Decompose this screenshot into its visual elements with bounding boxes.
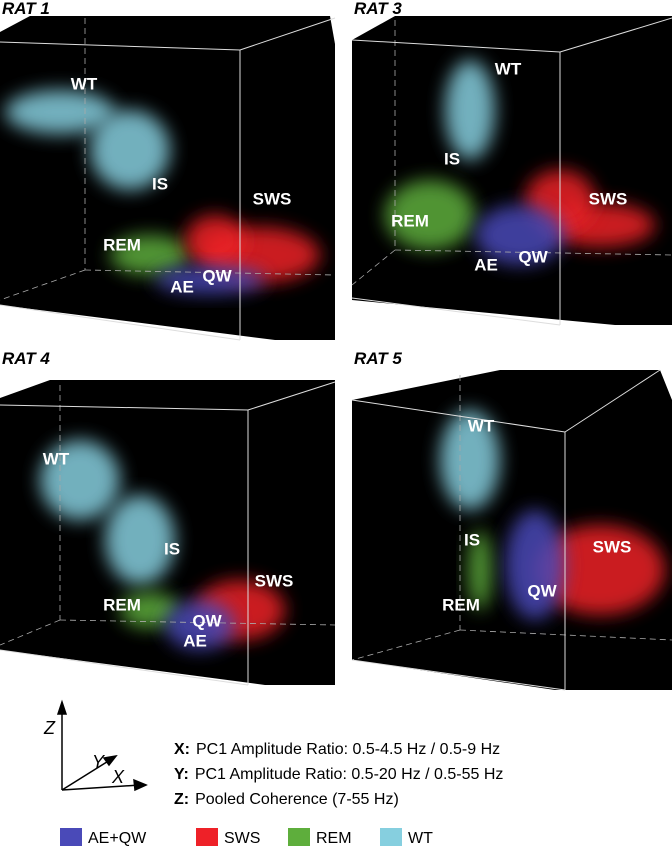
cube-edge xyxy=(351,297,561,326)
cube-edge xyxy=(0,404,249,411)
cluster-label: IS xyxy=(464,530,480,549)
cube-edge xyxy=(351,399,566,433)
cluster-label: REM xyxy=(391,211,429,230)
cube-edge xyxy=(351,659,566,691)
arrow xyxy=(102,754,118,767)
legend-label: WT xyxy=(408,830,433,847)
x-label: X xyxy=(111,767,125,787)
cluster-label: QW xyxy=(527,581,557,600)
point-cloud xyxy=(468,530,492,610)
cluster-label: SWS xyxy=(255,571,294,590)
cube-edge xyxy=(559,17,672,53)
cluster-label: REM xyxy=(103,235,141,254)
point-cloud xyxy=(475,205,565,265)
cluster-label: SWS xyxy=(589,189,628,208)
axis-text: PC1 Amplitude Ratio: 0.5-4.5 Hz / 0.5-9 … xyxy=(196,741,500,758)
cube-edge xyxy=(0,41,241,51)
point-cloud xyxy=(445,60,495,160)
cluster-label: SWS xyxy=(253,189,292,208)
cube-edge xyxy=(59,619,336,626)
point-cloud xyxy=(110,235,190,275)
z-label: Z xyxy=(43,718,56,738)
point-cloud xyxy=(185,215,245,265)
cube-edge xyxy=(351,39,561,53)
legend-label: AE+QW xyxy=(88,830,147,847)
point-cloud xyxy=(505,510,565,620)
cube-edge xyxy=(459,629,672,641)
cluster-label: IS xyxy=(164,539,180,558)
axis-description: Y: PC1 Amplitude Ratio: 0.5-20 Hz / 0.5-5… xyxy=(174,766,503,783)
cluster-label: IS xyxy=(444,149,460,168)
arrow xyxy=(133,778,148,792)
axis-key: Z: xyxy=(174,791,189,808)
axis-text: PC1 Amplitude Ratio: 0.5-20 Hz / 0.5-55 … xyxy=(195,766,504,783)
cube-edge xyxy=(0,269,86,301)
cube-edge xyxy=(0,304,241,341)
point-cloud xyxy=(90,110,170,190)
panel-title: RAT 5 xyxy=(354,349,402,368)
legend-label: SWS xyxy=(224,830,260,847)
point-cloud xyxy=(120,592,180,628)
cube-edge xyxy=(0,649,249,686)
cube-edge xyxy=(239,17,336,51)
panel-title: RAT 4 xyxy=(2,349,50,368)
axis-key: X: xyxy=(174,741,190,758)
cluster-label: AE xyxy=(474,255,498,274)
cluster-label: REM xyxy=(442,595,480,614)
panel: RAT 5 WT IS SWS REM QW xyxy=(351,349,672,691)
axis-description: Z: Pooled Coherence (7-55 Hz) xyxy=(174,791,399,808)
cube-edge xyxy=(564,369,661,433)
panel: RAT 3 WT IS SWS REM QW AE xyxy=(351,0,672,326)
legend: AE+QW SWS REM WT xyxy=(60,828,433,847)
cube-edge xyxy=(0,619,61,646)
cluster-label: AE xyxy=(170,277,194,296)
cube-edge xyxy=(247,381,336,411)
cluster-label: WT xyxy=(495,59,522,78)
cluster-label: AE xyxy=(183,631,207,650)
cluster-label: IS xyxy=(152,174,168,193)
cluster-label: QW xyxy=(202,266,232,285)
axis-key: Y: xyxy=(174,766,189,783)
point-cloud xyxy=(105,495,175,585)
cluster-label: REM xyxy=(103,595,141,614)
legend-swatch xyxy=(196,828,218,846)
y-axis xyxy=(61,759,111,791)
cluster-label: WT xyxy=(43,449,70,468)
panel: RAT 1 WT IS SWS REM QW AE xyxy=(0,0,336,341)
point-cloud xyxy=(385,180,475,250)
point-cloud xyxy=(535,525,665,615)
axis-glyph xyxy=(56,699,148,792)
cluster-label: WT xyxy=(71,74,98,93)
legend-swatch xyxy=(380,828,402,846)
x-axis xyxy=(61,784,141,791)
point-cloud xyxy=(165,600,235,650)
axis-descriptions: X: PC1 Amplitude Ratio: 0.5-4.5 Hz / 0.5-… xyxy=(174,741,503,808)
axis-text: Pooled Coherence (7-55 Hz) xyxy=(195,791,399,808)
cluster-label: WT xyxy=(468,416,495,435)
cube-edge xyxy=(351,629,461,661)
legend-swatch xyxy=(60,828,82,846)
cluster-label: QW xyxy=(518,247,548,266)
axis-description: X: PC1 Amplitude Ratio: 0.5-4.5 Hz / 0.5-… xyxy=(174,741,500,758)
point-cloud xyxy=(440,410,500,510)
point-cloud xyxy=(5,90,115,134)
panel-title: RAT 1 xyxy=(2,0,50,18)
cube-edge xyxy=(394,249,672,256)
panel-title: RAT 3 xyxy=(354,0,402,18)
legend-swatch xyxy=(288,828,310,846)
legend-label: REM xyxy=(316,830,352,847)
y-label: Y xyxy=(92,752,106,772)
arrow xyxy=(56,699,68,715)
cluster-label: SWS xyxy=(593,537,632,556)
cluster-label: QW xyxy=(192,611,222,630)
cube-edge xyxy=(84,269,336,276)
